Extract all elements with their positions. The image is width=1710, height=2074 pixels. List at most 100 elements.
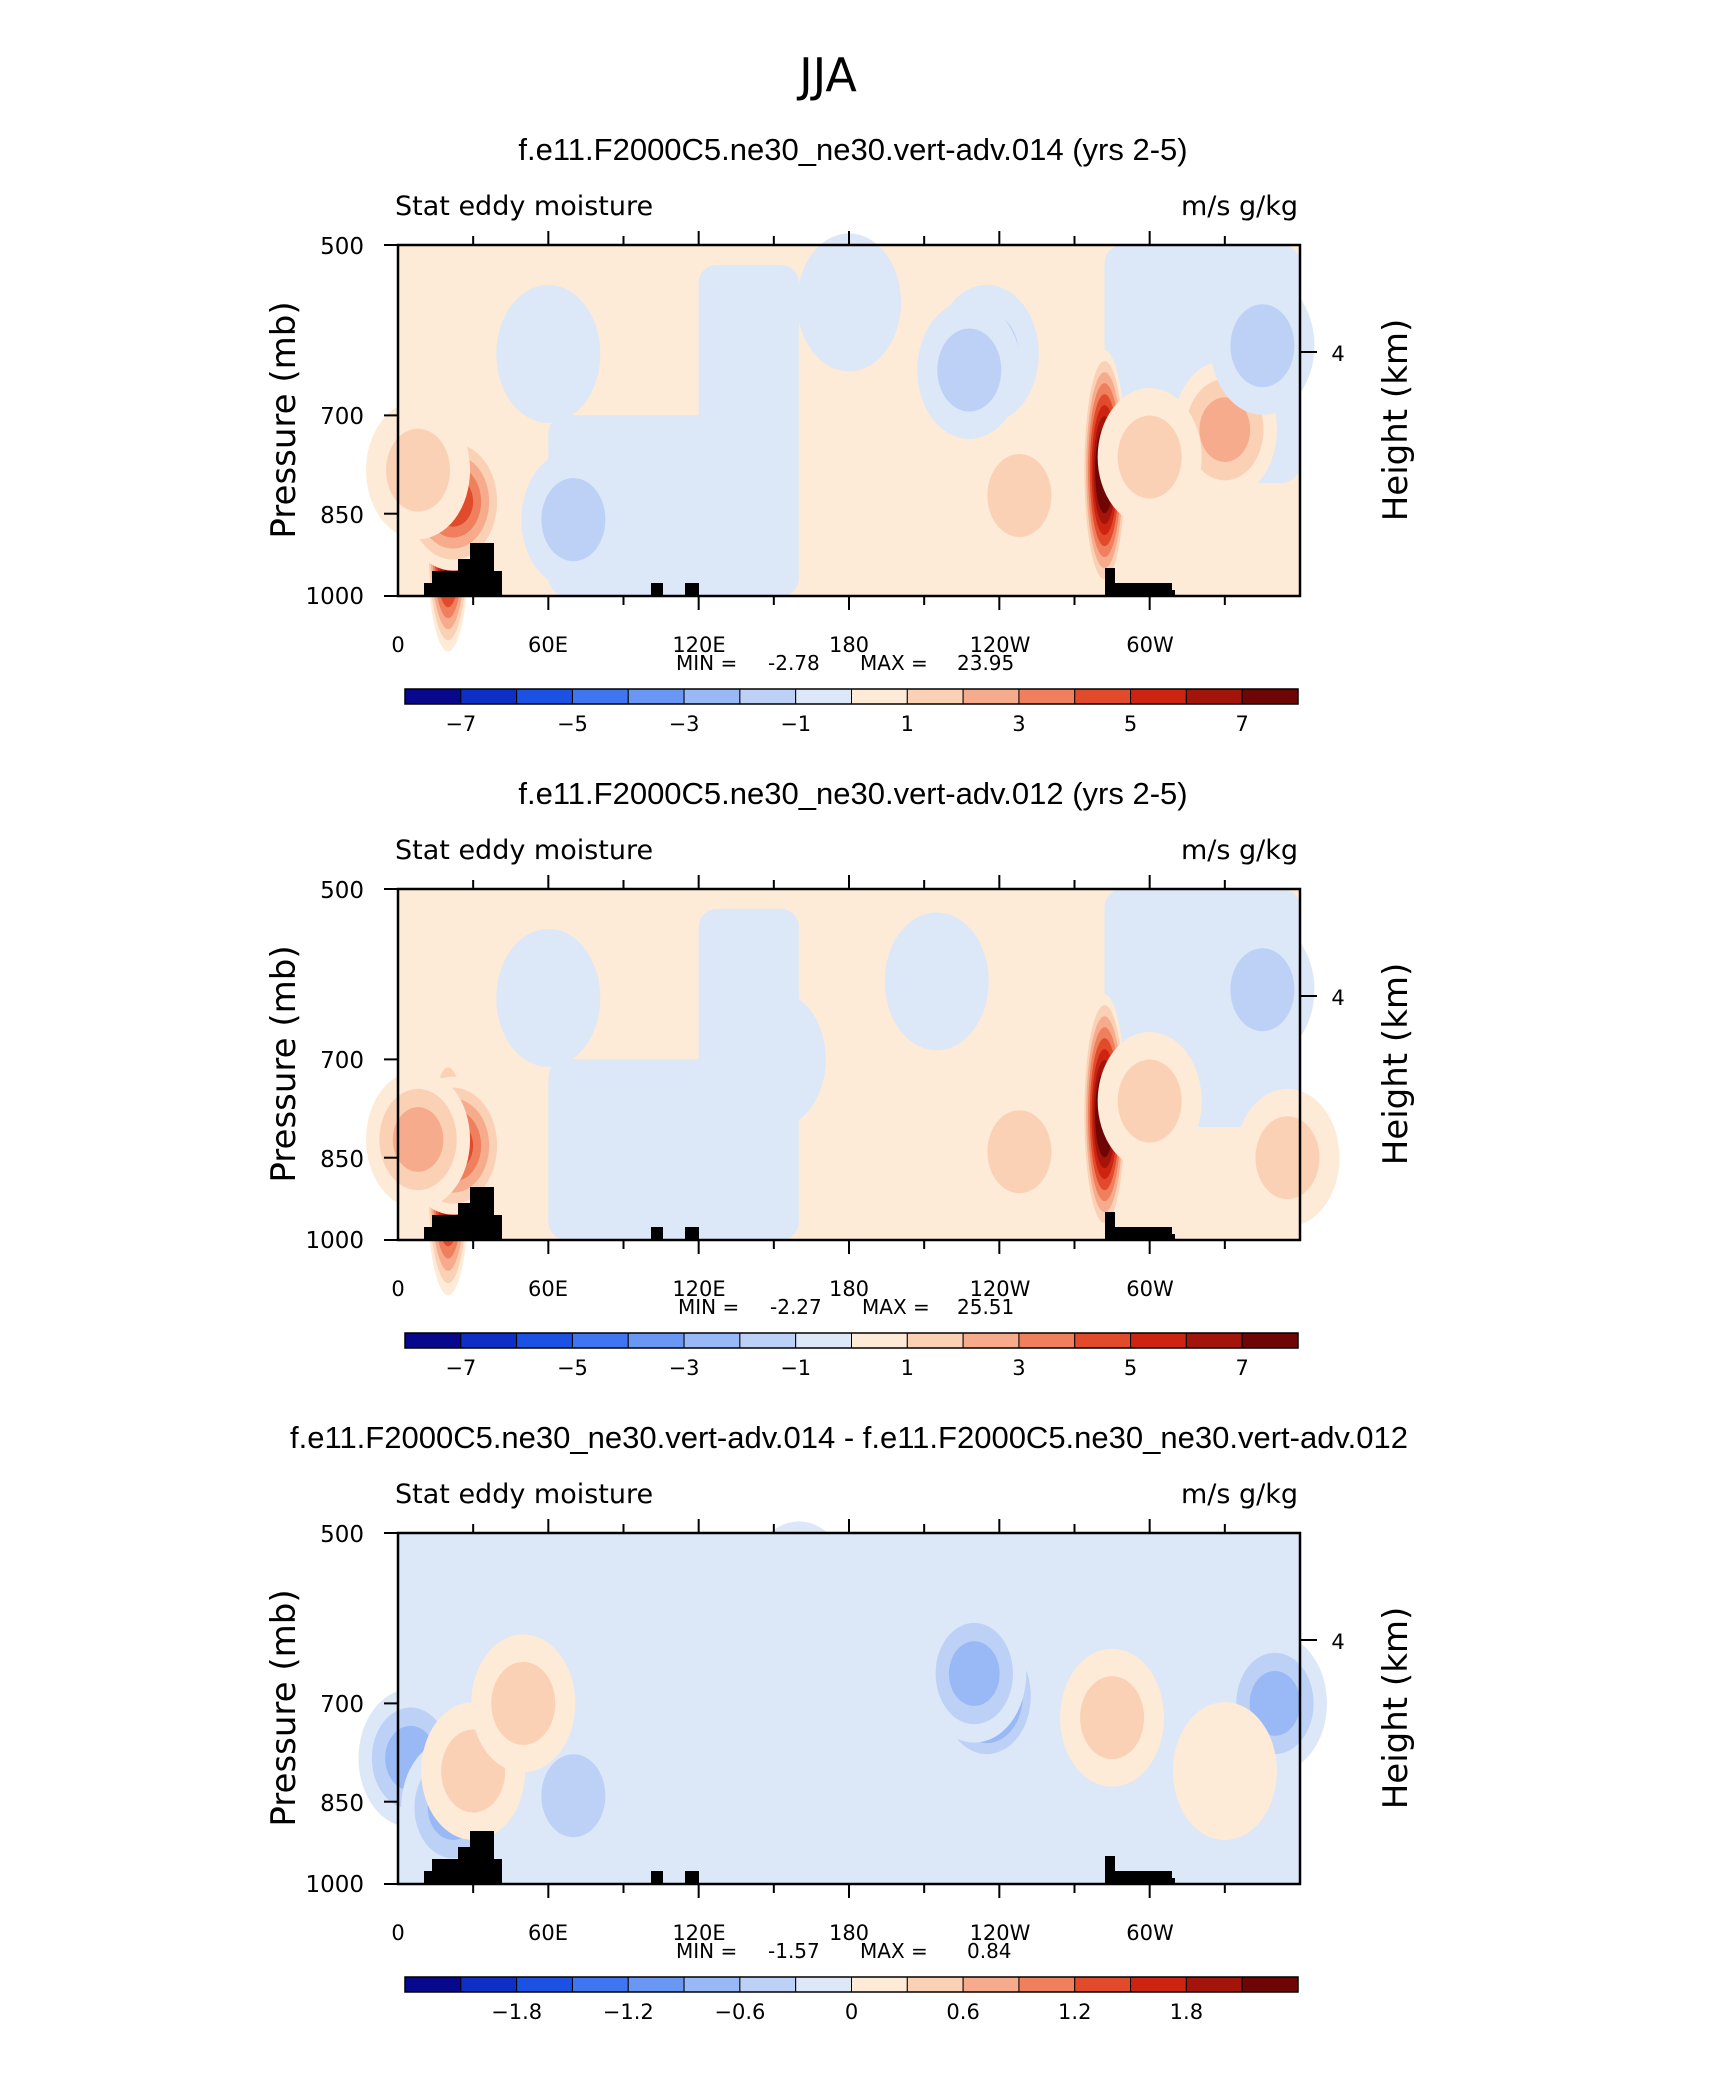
- right-string: m/s g/kg: [1181, 1479, 1298, 1510]
- colorbar-swatch: [906, 688, 964, 705]
- colorbar-swatch: [404, 1976, 462, 1993]
- colorbar: −7 −5 −3 −1 1 3 5 7: [404, 1332, 1299, 1380]
- panel-title: f.e11.F2000C5.ne30_ne30.vert-adv.012 (yr…: [518, 776, 1187, 811]
- colorbar-swatch: [1074, 688, 1132, 705]
- contour-level: [721, 990, 826, 1129]
- colorbar-label: 1.2: [1058, 2000, 1091, 2024]
- contour-level: [1199, 397, 1251, 462]
- colorbar-label: −1: [780, 1356, 811, 1380]
- colorbar-label: 7: [1236, 712, 1249, 736]
- colorbar-swatch: [460, 688, 518, 705]
- min-label: MIN =: [676, 651, 737, 675]
- colorbar-swatch: [1074, 1976, 1132, 1993]
- height-tick-label: 4: [1331, 342, 1344, 366]
- panel-1: f.e11.F2000C5.ne30_ne30.vert-adv.014 (yr…: [264, 132, 1416, 736]
- right-string: m/s g/kg: [1181, 191, 1298, 222]
- colorbar-swatch: [627, 688, 685, 705]
- colorbar-swatch: [1130, 1976, 1187, 1993]
- y-tick-label: 500: [320, 234, 364, 260]
- colorbar-label: 3: [1012, 1356, 1025, 1380]
- colorbar-swatch: [851, 1976, 908, 1993]
- colorbar: −1.8 −1.2 −0.6 0 0.6 1.2 1.8: [404, 1976, 1299, 2024]
- height-axis-title: Height (km): [1376, 963, 1416, 1166]
- max-value: 25.51: [957, 1295, 1014, 1319]
- height-axis-title: Height (km): [1376, 319, 1416, 522]
- min-value: -1.57: [768, 1939, 820, 1963]
- colorbar-frame: [404, 1332, 1299, 1349]
- contour-level: [491, 1661, 556, 1745]
- x-ticks: [472, 1519, 1226, 1898]
- x-tick-label: 60E: [528, 1921, 568, 1945]
- x-tick-labels: 0 60E 120E 180 120W 60W: [391, 1921, 1174, 1945]
- topography-mask: [424, 1831, 1175, 1884]
- height-tick-label: 4: [1331, 986, 1344, 1010]
- min-value: -2.27: [770, 1295, 822, 1319]
- contour-level: [1117, 1059, 1182, 1143]
- x-tick-label: 0: [391, 633, 404, 657]
- colorbar-label: 7: [1236, 1356, 1249, 1380]
- x-tick-label: 120W: [970, 1277, 1031, 1301]
- contour-level: [1255, 1116, 1320, 1200]
- colorbar-swatch: [460, 1976, 518, 1993]
- colorbar-swatch: [683, 1332, 741, 1349]
- contour-level: [1249, 1671, 1301, 1736]
- colorbar-swatch: [851, 1332, 908, 1349]
- contour-level: [386, 428, 451, 512]
- contour-level: [987, 1110, 1052, 1194]
- x-tick-label: 0: [391, 1277, 404, 1301]
- y-tick-label: 850: [320, 1147, 364, 1173]
- colorbar-label: 1.8: [1170, 2000, 1203, 2024]
- x-tick-label: 60W: [1126, 1921, 1174, 1945]
- x-tick-label: 60W: [1126, 633, 1174, 657]
- max-label: MAX =: [860, 651, 928, 675]
- y-tick-label: 1000: [305, 584, 364, 610]
- colorbar-frame: [404, 688, 1299, 705]
- colorbar-label: 1: [901, 712, 914, 736]
- y-tick-label: 850: [320, 1791, 364, 1817]
- contour-level: [797, 233, 901, 372]
- colorbar-swatch: [962, 688, 1020, 705]
- y-tick-label: 700: [320, 1048, 364, 1074]
- colorbar-swatch: [1018, 1332, 1076, 1349]
- min-label: MIN =: [676, 1939, 737, 1963]
- colorbar-label: 5: [1124, 1356, 1137, 1380]
- colorbar-label: −5: [557, 712, 588, 736]
- colorbar-swatch: [1130, 688, 1187, 705]
- x-tick-label: 120W: [970, 1921, 1031, 1945]
- colorbar-swatch: [851, 688, 908, 705]
- x-tick-labels: 0 60E 120E 180 120W 60W: [391, 633, 1174, 657]
- colorbar-swatch: [1185, 1332, 1243, 1349]
- y-tick-label: 1000: [305, 1228, 364, 1254]
- min-label: MIN =: [678, 1295, 739, 1319]
- colorbar-swatch: [1241, 1332, 1299, 1349]
- min-max-readout: MIN = -2.78 MAX = 23.95: [676, 651, 1014, 675]
- colorbar-label: 0: [845, 2000, 858, 2024]
- colorbar-swatch: [795, 1332, 852, 1349]
- colorbar-swatch: [1130, 1332, 1187, 1349]
- min-max-readout: MIN = -1.57 MAX = 0.84: [676, 1939, 1012, 1963]
- contour-level: [1172, 1702, 1277, 1841]
- y-axis: 500 700 850 1000 Pressure (mb) 4 Height …: [264, 234, 1416, 610]
- left-string: Stat eddy moisture: [395, 1479, 653, 1510]
- mountain-block: [651, 1871, 663, 1884]
- left-string: Stat eddy moisture: [395, 191, 653, 222]
- mountain-andes: [1105, 1212, 1175, 1240]
- x-tick-label: 0: [391, 1921, 404, 1945]
- colorbar-swatch: [683, 1976, 741, 1993]
- colorbar-label: −1: [780, 712, 811, 736]
- colorbar-label: −1.8: [491, 2000, 542, 2024]
- mountain-block: [651, 1227, 663, 1240]
- colorbar-swatch: [627, 1332, 685, 1349]
- colorbar-swatch: [795, 1976, 852, 1993]
- x-ticks: [472, 875, 1226, 1254]
- panel-title: f.e11.F2000C5.ne30_ne30.vert-adv.014 - f…: [290, 1420, 1408, 1455]
- height-axis-title: Height (km): [1376, 1607, 1416, 1810]
- min-value: -2.78: [768, 651, 820, 675]
- colorbar-swatch: [1241, 1976, 1299, 1993]
- colorbar-label: −3: [669, 1356, 700, 1380]
- colorbar-swatch: [739, 1976, 797, 1993]
- x-tick-label: 180: [829, 1921, 869, 1945]
- colorbar-swatch: [460, 1332, 518, 1349]
- contour-level: [1230, 304, 1295, 388]
- panel-2: f.e11.F2000C5.ne30_ne30.vert-adv.012 (yr…: [264, 776, 1416, 1380]
